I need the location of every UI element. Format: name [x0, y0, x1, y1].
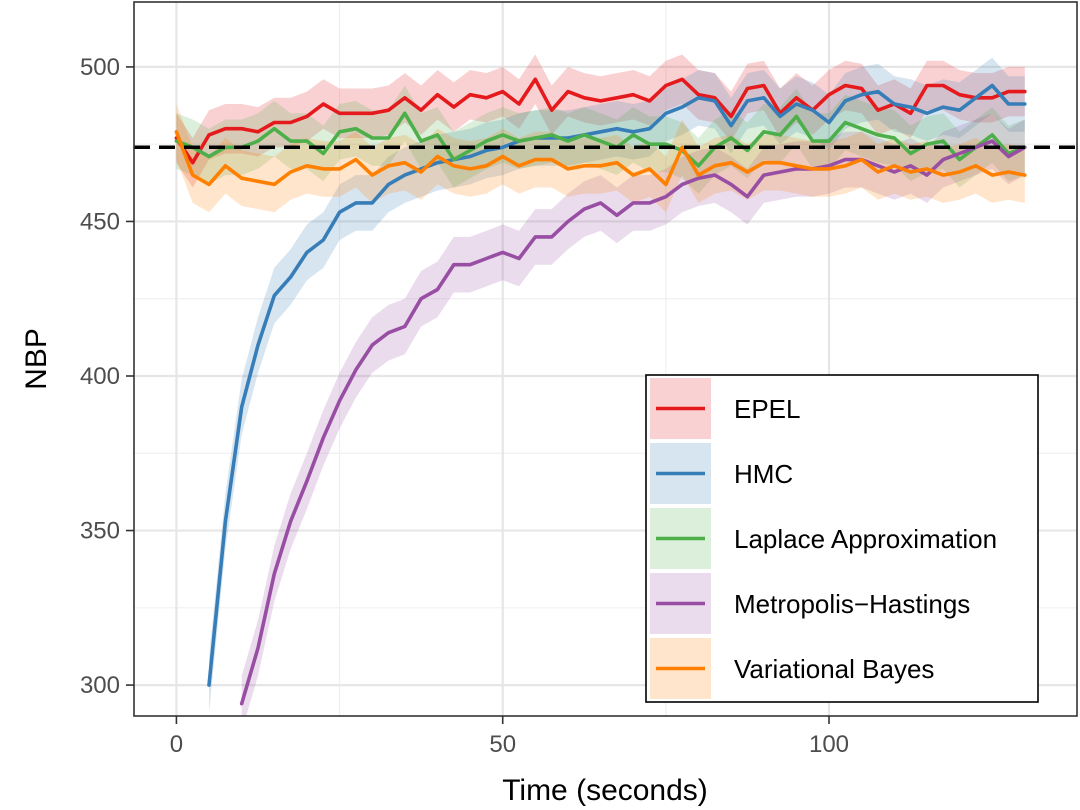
series-lines: [174, 77, 1027, 706]
band-hmc: [209, 57, 1025, 713]
x-axis-title: Time (seconds): [502, 774, 708, 807]
legend: EPEL HMC Laplace Approximation Metropolis−H…: [645, 374, 1039, 703]
x-tick-label: 50: [489, 731, 516, 758]
y-axis-title: NBP: [20, 328, 53, 390]
legend-label-hmc: HMC: [734, 459, 793, 489]
series-line-metropolis-hastings: [239, 139, 1027, 706]
y-tick-label: 450: [80, 208, 120, 235]
legend-label-epel: EPEL: [734, 394, 801, 424]
legend-label-variational-bayes: Variational Bayes: [734, 654, 934, 684]
series-line-epel: [174, 77, 1027, 165]
series-line-variational-bayes: [174, 130, 1027, 187]
series-line-laplace-approximation: [174, 111, 1027, 168]
y-tick-label: 500: [80, 54, 120, 81]
y-tick-label: 350: [80, 518, 120, 545]
band-epel: [176, 54, 1025, 188]
plot-border: [133, 1, 1078, 717]
y-axis: 300 350 400 450 500: [80, 54, 134, 699]
series-line-hmc: [207, 83, 1027, 687]
y-tick-label: 400: [80, 363, 120, 390]
y-tick-label: 300: [80, 672, 120, 699]
x-tick-label: 0: [170, 731, 183, 758]
x-tick-label: 100: [809, 731, 849, 758]
legend-label-laplace-approximation: Laplace Approximation: [734, 524, 997, 554]
legend-box: [645, 374, 1039, 703]
x-axis: 0 50 100: [170, 716, 849, 758]
legend-label-metropolis-hastings: Metropolis−Hastings: [734, 589, 970, 619]
band-metropolis-hastings: [241, 113, 1025, 716]
